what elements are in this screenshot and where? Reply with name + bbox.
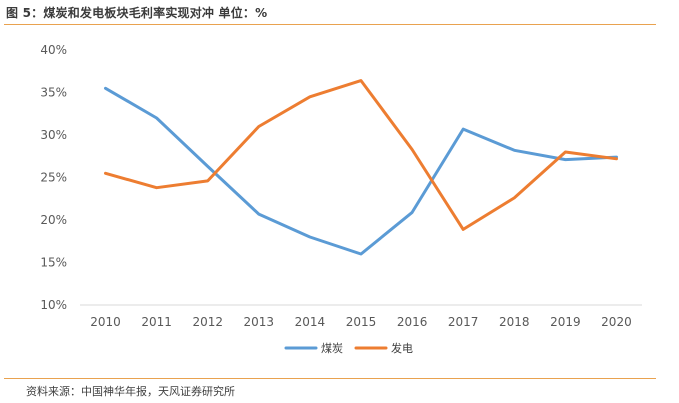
y-tick-label: 25% <box>40 171 67 185</box>
y-axis-ticks: 40% 35% 30% 25% 20% 15% 10% <box>40 43 67 312</box>
figure-title: 图 5：煤炭和发电板块毛利率实现对冲 单位：% <box>6 6 268 20</box>
y-tick-label: 40% <box>40 43 67 57</box>
series-lines <box>104 79 618 256</box>
legend-label: 煤炭 <box>321 342 343 355</box>
x-axis-ticks: 2010 2011 2012 2013 2014 2015 2016 2017 2018 2019… <box>90 315 631 329</box>
source-note: 资料来源：中国神华年报，天风证券研究所 <box>26 385 235 398</box>
x-tick-label: 2014 <box>295 315 326 329</box>
x-tick-label: 2011 <box>141 315 172 329</box>
source-rule <box>4 378 656 379</box>
series-line-1 <box>104 79 618 231</box>
y-tick-label: 15% <box>40 256 67 270</box>
legend: 煤炭 发电 <box>284 341 413 355</box>
x-tick-label: 2015 <box>346 315 377 329</box>
x-tick-label: 2017 <box>448 315 479 329</box>
y-tick-label: 10% <box>40 298 67 312</box>
x-tick-label: 2018 <box>499 315 530 329</box>
x-tick-label: 2020 <box>601 315 632 329</box>
x-tick-label: 2019 <box>550 315 581 329</box>
series-line-0 <box>104 86 618 256</box>
x-tick-label: 2016 <box>397 315 428 329</box>
y-tick-label: 30% <box>40 128 67 142</box>
line-chart: 40%35%30%25%20%15%10% 2010 2011 2012 2013 20… <box>40 43 642 355</box>
legend-label: 发电 <box>391 341 413 355</box>
x-tick-label: 2010 <box>90 315 121 329</box>
x-tick-label: 2013 <box>244 315 275 329</box>
x-tick-label: 2012 <box>192 315 223 329</box>
y-tick-label: 35% <box>40 86 67 100</box>
title-rule <box>4 24 656 25</box>
y-tick-label: 20% <box>40 213 67 227</box>
